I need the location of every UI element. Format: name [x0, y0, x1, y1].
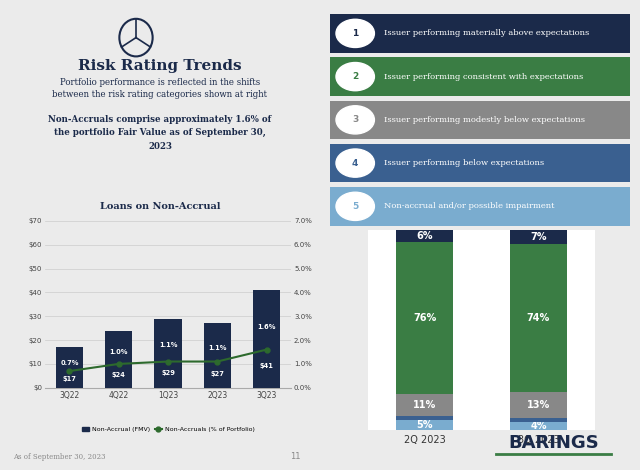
Bar: [105, 330, 132, 388]
Text: BARINGS: BARINGS: [508, 434, 599, 452]
Text: 1.1%: 1.1%: [159, 342, 177, 348]
Text: Issuer performing modestly below expectations: Issuer performing modestly below expecta…: [384, 116, 585, 124]
Bar: [204, 323, 231, 388]
Text: 6%: 6%: [417, 231, 433, 241]
Bar: [396, 230, 453, 242]
Bar: [396, 416, 453, 420]
Text: 13%: 13%: [527, 400, 550, 410]
Bar: [510, 230, 567, 244]
Text: 76%: 76%: [413, 313, 436, 323]
Text: 1: 1: [352, 29, 358, 38]
Text: 1.6%: 1.6%: [257, 324, 276, 330]
Text: 3: 3: [352, 115, 358, 125]
Text: Issuer performing below expectations: Issuer performing below expectations: [384, 159, 544, 167]
Text: 7%: 7%: [530, 232, 547, 243]
Bar: [396, 420, 453, 430]
Text: 4: 4: [352, 158, 358, 168]
Bar: [510, 418, 567, 422]
Text: $24: $24: [112, 372, 125, 378]
Text: $41: $41: [260, 363, 273, 369]
Bar: [56, 347, 83, 388]
Text: 0.7%: 0.7%: [60, 360, 79, 366]
Text: 11%: 11%: [413, 400, 436, 410]
Bar: [154, 319, 182, 388]
Text: Issuer performing consistent with expectations: Issuer performing consistent with expect…: [384, 72, 583, 81]
Text: 5%: 5%: [417, 420, 433, 430]
Bar: [510, 392, 567, 418]
Bar: [396, 394, 453, 416]
Text: Portfolio performance is reflected in the shifts
between the risk rating categor: Portfolio performance is reflected in th…: [52, 78, 268, 99]
Text: 2: 2: [352, 72, 358, 81]
Bar: [253, 290, 280, 388]
Bar: [396, 243, 453, 394]
Legend: Non-Accrual (FMV), Non-Accruals (% of Portfolio): Non-Accrual (FMV), Non-Accruals (% of Po…: [79, 424, 257, 435]
Text: As of September 30, 2023: As of September 30, 2023: [13, 453, 106, 461]
Text: 1.1%: 1.1%: [208, 345, 227, 351]
Text: $17: $17: [63, 376, 76, 382]
Text: Non-Accruals comprise approximately 1.6% of
the portfolio Fair Value as of Septe: Non-Accruals comprise approximately 1.6%…: [49, 115, 271, 150]
Text: 5: 5: [352, 202, 358, 211]
Text: 1.0%: 1.0%: [109, 349, 128, 355]
Text: $29: $29: [161, 369, 175, 376]
Text: $27: $27: [211, 370, 224, 376]
Text: Loans on Non-Accrual: Loans on Non-Accrual: [100, 202, 220, 211]
Bar: [510, 244, 567, 392]
Text: Risk Rating Trends: Risk Rating Trends: [78, 59, 242, 73]
Bar: [510, 422, 567, 430]
Text: Non-accrual and/or possible impairment: Non-accrual and/or possible impairment: [384, 202, 554, 211]
Text: Issuer performing materially above expectations: Issuer performing materially above expec…: [384, 29, 589, 38]
Text: 4%: 4%: [530, 421, 547, 431]
Text: 74%: 74%: [527, 313, 550, 323]
Text: 11: 11: [291, 452, 301, 461]
